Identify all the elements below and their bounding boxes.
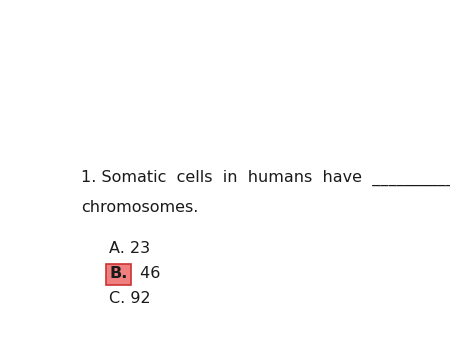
- Text: C. 92: C. 92: [108, 291, 150, 306]
- Text: 1. Somatic  cells  in  humans  have  __________: 1. Somatic cells in humans have ________…: [81, 170, 450, 186]
- Text: B.: B.: [109, 266, 127, 281]
- Text: chromosomes.: chromosomes.: [81, 200, 198, 215]
- Text: 46: 46: [135, 266, 161, 281]
- FancyBboxPatch shape: [106, 264, 131, 285]
- Text: A. 23: A. 23: [108, 241, 150, 256]
